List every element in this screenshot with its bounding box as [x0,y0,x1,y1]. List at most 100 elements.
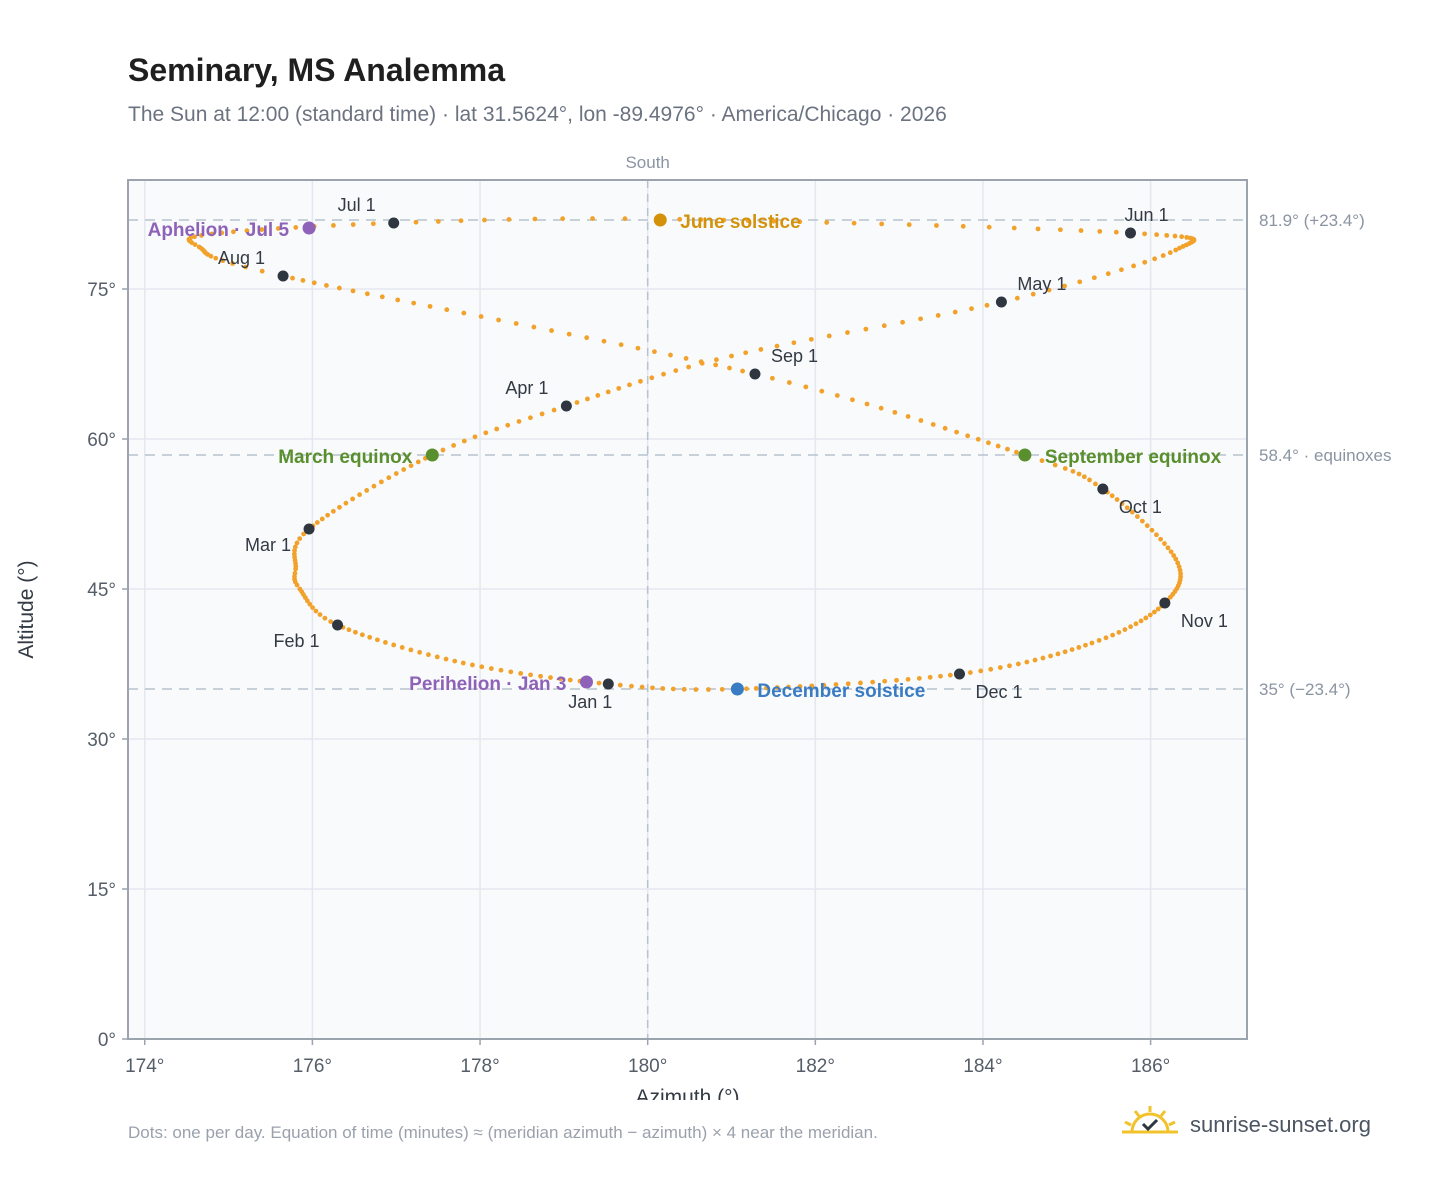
daily-dot [330,508,336,514]
month-marker [332,619,344,631]
event-marker [425,448,439,462]
daily-dot [1078,228,1084,233]
daily-dot [482,217,487,223]
daily-dot [314,520,320,525]
daily-dot [560,216,566,222]
daily-dot [470,662,475,668]
daily-dot [821,682,827,688]
daily-dot [379,294,385,300]
daily-dot [1069,647,1075,652]
daily-dot [1048,653,1053,659]
daily-dot [408,463,414,469]
daily-dot [1173,556,1179,562]
daily-dot [386,475,392,481]
daily-dot [1081,474,1087,480]
daily-dot [505,422,511,428]
daily-dot [1164,232,1170,238]
daily-dot [833,682,839,687]
y-axis-label: Altitude (°) [15,560,38,658]
daily-dot [1052,462,1058,468]
daily-dot [1040,655,1046,661]
daily-dot [1076,471,1082,477]
daily-dot [881,323,887,329]
daily-dot [819,388,825,394]
daily-dot [650,685,655,691]
daily-dot [1076,645,1082,650]
analemma-chart: 81.9° (+23.4°) 58.4° · equinoxes 35° (−23.… [15,153,1392,1100]
daily-dot [744,686,749,692]
daily-dot [803,384,809,390]
daily-dot [668,352,673,358]
daily-dot [693,687,699,692]
daily-dot [774,343,780,349]
daily-dot [498,667,504,673]
sun-checkmark-icon [1122,1106,1178,1134]
reference-line-label: 58.4° · equinoxes [1259,446,1392,465]
reference-line-label: 81.9° (+23.4°) [1259,211,1365,230]
daily-dot [532,216,538,222]
daily-dot [1039,458,1045,464]
daily-dot [927,674,933,680]
daily-dot [1173,247,1179,253]
daily-dot [851,220,857,226]
daily-dot [364,488,370,493]
daily-dot [293,225,299,230]
daily-dot [413,219,419,225]
daily-dot [461,310,467,316]
event-marker [653,213,667,227]
daily-dot [969,306,974,312]
daily-dot [395,297,401,303]
daily-dot [259,227,265,232]
y-tick-label: 45° [87,580,116,601]
daily-dot [808,336,814,342]
daily-dot [538,673,543,679]
daily-dot [616,385,622,391]
month-marker-label: Jul 1 [338,195,376,215]
daily-dot [1119,267,1124,273]
daily-dot [558,676,563,682]
daily-dot [230,261,235,266]
month-marker [602,678,614,690]
daily-dot [935,313,941,318]
month-marker-label: May 1 [1017,274,1066,294]
daily-dot [1172,233,1178,239]
daily-dot [786,684,791,690]
event-label: December solstice [757,681,925,702]
daily-dot [539,411,545,417]
daily-dot [1024,659,1030,665]
event-marker [730,682,744,696]
daily-dot [350,496,356,502]
meridian-label: South [625,153,669,172]
daily-dot [978,668,984,674]
month-marker-label: Feb 1 [274,631,320,651]
daily-dot [918,316,924,322]
daily-dot [343,500,349,506]
daily-dot [906,222,912,228]
daily-dot [809,683,815,689]
daily-dot [986,224,992,230]
daily-dot [415,459,421,465]
daily-dot [1089,640,1095,646]
daily-dot [967,670,973,675]
daily-dot [531,324,537,330]
brand-name: sunrise-sunset.org [1190,1112,1371,1137]
event-label: March equinox [278,447,413,468]
daily-dot [1143,615,1149,621]
daily-dot [590,216,595,221]
daily-dot [1165,545,1171,551]
daily-dot [786,380,792,385]
daily-dot [585,396,590,402]
month-marker-label: Mar 1 [245,535,291,555]
month-marker-label: Jan 1 [568,692,612,712]
daily-dot [292,548,297,554]
daily-dot [1096,638,1102,643]
daily-dot [686,364,692,370]
daily-dot [383,640,388,645]
daily-dot [244,228,250,234]
daily-dot [411,300,417,306]
x-tick-label: 176° [293,1056,332,1077]
daily-dot [771,218,776,224]
brand[interactable]: sunrise-sunset.org [1120,1102,1420,1146]
daily-dot [938,673,943,679]
daily-dot [997,665,1003,670]
